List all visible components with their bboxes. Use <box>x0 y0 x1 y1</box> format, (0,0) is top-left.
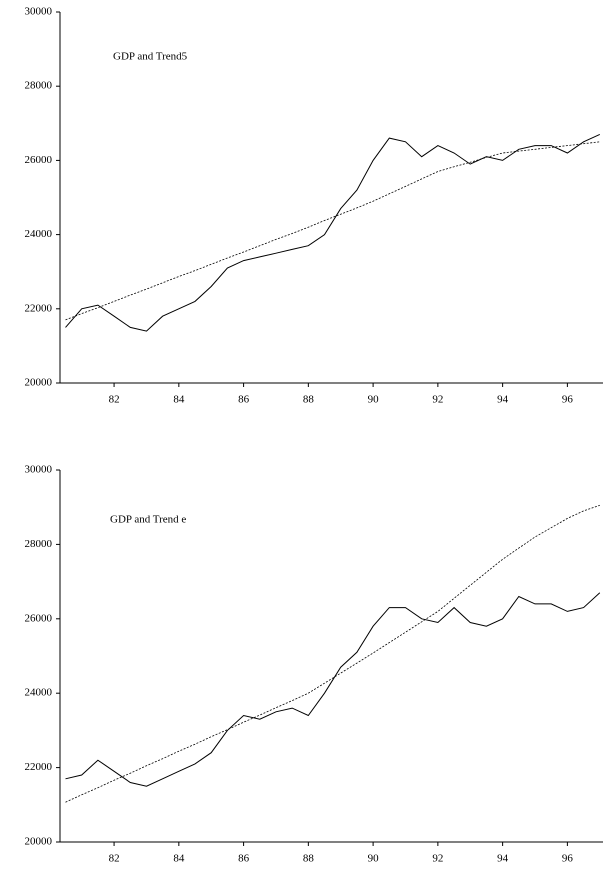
y-tick-label: 20000 <box>25 377 53 389</box>
x-tick-label: 86 <box>238 394 250 406</box>
x-tick-label: 96 <box>562 394 574 406</box>
y-tick-label: 22000 <box>25 302 53 314</box>
trend-line <box>65 504 600 803</box>
gdp-line <box>65 133 601 332</box>
y-tick-label: 30000 <box>25 6 53 18</box>
x-tick-label: 94 <box>497 853 509 865</box>
x-tick-label: 84 <box>173 394 185 406</box>
chart-title: GDP and Trend5 <box>113 51 188 63</box>
x-tick-label: 86 <box>238 853 250 865</box>
x-tick-label: 94 <box>497 394 509 406</box>
trend-line <box>65 141 600 321</box>
chart-title: GDP and Trend e <box>110 514 186 526</box>
x-tick-label: 96 <box>562 853 574 865</box>
y-tick-label: 28000 <box>25 538 53 550</box>
x-tick-label: 92 <box>432 394 443 406</box>
y-tick-label: 26000 <box>25 154 53 166</box>
x-tick-label: 88 <box>303 853 315 865</box>
x-tick-label: 84 <box>173 853 185 865</box>
y-tick-label: 24000 <box>25 687 53 699</box>
y-tick-label: 28000 <box>25 80 53 92</box>
x-tick-label: 92 <box>432 853 443 865</box>
gdp-line <box>65 592 601 787</box>
y-tick-label: 30000 <box>25 464 53 476</box>
y-tick-label: 26000 <box>25 612 53 624</box>
x-tick-label: 82 <box>109 853 120 865</box>
y-tick-label: 20000 <box>25 836 53 848</box>
x-tick-label: 90 <box>368 394 380 406</box>
x-tick-label: 82 <box>109 394 120 406</box>
y-tick-label: 24000 <box>25 228 53 240</box>
x-tick-label: 88 <box>303 394 315 406</box>
x-tick-label: 90 <box>368 853 380 865</box>
y-tick-label: 22000 <box>25 761 53 773</box>
